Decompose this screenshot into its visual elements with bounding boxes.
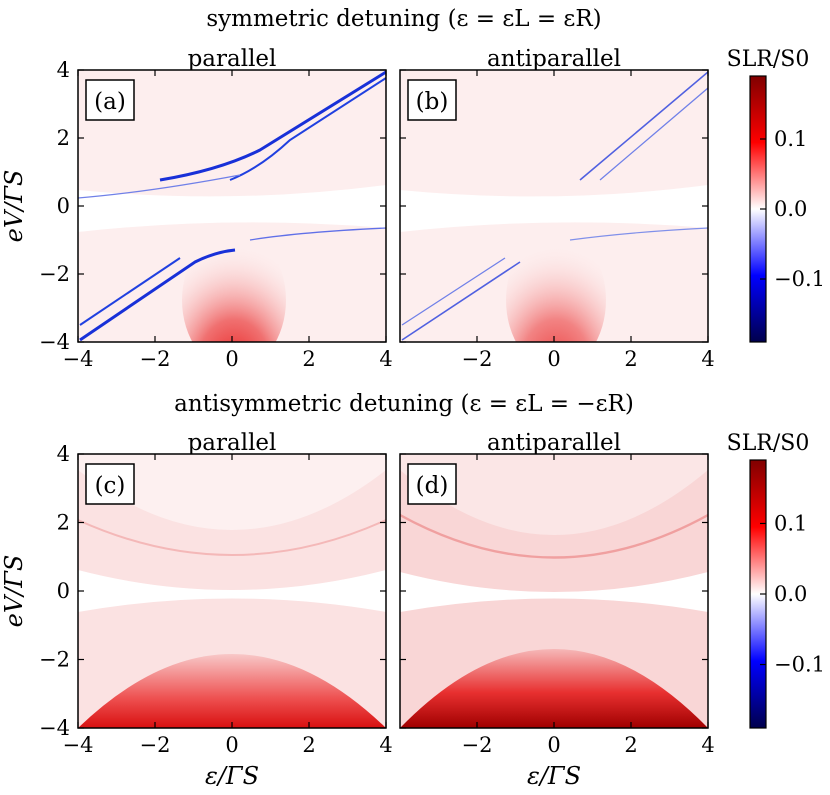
panel-c-upper-hyperbola [78, 454, 386, 530]
panel-d-white-band [400, 572, 708, 612]
top-title: symmetric detuning (ε = εL = εR) [206, 6, 601, 32]
panel-a-label: (a) [94, 89, 126, 115]
x-axis-label-c: ε/ΓS [205, 762, 259, 790]
panel-c-white-band [78, 570, 386, 612]
colorbar-top-label: SLR/S0 [727, 47, 810, 72]
panel-d-label-box [407, 463, 457, 505]
y-tick-label: 2 [57, 511, 70, 535]
panel-b-white-band [400, 185, 708, 232]
panel-b-blue-line-upper-2 [599, 87, 708, 181]
bottom-title: antisymmetric detuning (ε = εL = −εR) [174, 391, 634, 417]
panel-b-blue-line-lower-2 [401, 257, 506, 326]
panel-c-title: parallel [188, 430, 277, 456]
x-tick-label: −4 [63, 347, 94, 371]
colorbar-bottom: SLR/S0 0.1 0.0 −0.1 [727, 431, 825, 729]
x-tick-label: −2 [462, 733, 493, 757]
y-tick-label: −4 [39, 330, 70, 354]
panel-a-blue-line-upper [159, 70, 386, 182]
x-tick-label: 0 [547, 733, 560, 757]
colorbar-tick-label: 0.1 [774, 127, 807, 151]
x-tick-label: 0 [225, 733, 238, 757]
panel-d-upper-hyperbola [400, 454, 708, 535]
panel-b-label-box [407, 79, 457, 121]
panel-c-upper-band [78, 519, 386, 556]
panel-a-blue-curve [249, 227, 386, 241]
colorbar-tick-label: −0.1 [774, 267, 825, 291]
panel-b-title: antiparallel [487, 46, 621, 72]
axis-ticks: −4 −2 0 2 4 −4 −2 0 2 4 −2 0 2 4 −4 −2 0 2 4 −4 −2 0 2 4 −2 0 2 4 [39, 58, 715, 757]
panel-a-blue-curve-top [78, 174, 241, 199]
x-tick-label: 2 [624, 347, 637, 371]
y-tick-label: −2 [39, 648, 70, 672]
colorbar-tick-label: 0.0 [774, 582, 807, 606]
x-tick-label: 0 [547, 347, 560, 371]
y-tick-label: 4 [57, 442, 70, 466]
x-tick-label: 4 [379, 347, 392, 371]
panel-c-bottom-red [78, 654, 386, 728]
colorbar-top: SLR/S0 0.1 0.0 −0.1 [727, 47, 825, 343]
panel-c-label-box [85, 463, 135, 505]
x-tick-label: 4 [701, 733, 714, 757]
colorbar-tick-label: −0.1 [774, 653, 825, 677]
panel-b-red-lobe [506, 230, 606, 342]
panel-c-label: (c) [95, 473, 126, 499]
panel-d: (d) [399, 453, 709, 729]
x-tick-label: −2 [140, 733, 171, 757]
panel-b-blue-curve [569, 227, 708, 241]
x-tick-label: −4 [63, 733, 94, 757]
panel-b-blue-line-upper [579, 71, 708, 181]
panel-a-white-band [78, 185, 386, 232]
panel-a: (a) [77, 69, 387, 343]
panel-d-bottom-red [400, 649, 708, 728]
y-tick-label: 4 [57, 58, 70, 82]
panel-c: (c) [77, 453, 387, 729]
colorbar-tick-label: 0.0 [774, 197, 807, 221]
x-tick-label: −2 [462, 347, 493, 371]
panel-a-blue-line-lower [79, 248, 236, 342]
panel-d-label: (d) [416, 473, 449, 499]
colorbar-tick-label: 0.1 [774, 511, 807, 535]
panel-a-blue-line-upper-2 [229, 77, 386, 181]
y-tick-label: −4 [39, 716, 70, 740]
panel-b: (b) [399, 69, 709, 343]
y-axis-label-bottom: eV/ΓS [0, 555, 28, 628]
panel-b-label: (b) [416, 89, 449, 115]
panel-a-title: parallel [188, 46, 277, 72]
panel-d-title: antiparallel [487, 430, 621, 456]
colorbar-bottom-label: SLR/S0 [727, 431, 810, 456]
x-tick-label: 4 [701, 347, 714, 371]
panel-a-red-lobe [182, 230, 286, 342]
x-tick-label: 4 [379, 733, 392, 757]
panel-a-label-box [85, 79, 135, 121]
x-tick-label: −2 [140, 347, 171, 371]
x-tick-label: 2 [302, 347, 315, 371]
y-axis-label-top: eV/ΓS [0, 170, 28, 243]
panel-a-blue-line-lower-2 [79, 257, 181, 326]
panel-b-blue-line-lower [401, 261, 521, 341]
x-tick-label: 2 [624, 733, 637, 757]
x-tick-label: 2 [302, 733, 315, 757]
y-tick-label: 0 [57, 579, 70, 603]
y-tick-label: 2 [57, 126, 70, 150]
y-tick-label: −2 [39, 262, 70, 286]
x-axis-label-d: ε/ΓS [527, 762, 581, 790]
x-tick-label: 0 [225, 347, 238, 371]
panel-d-upper-band [400, 513, 708, 559]
y-tick-label: 0 [57, 194, 70, 218]
